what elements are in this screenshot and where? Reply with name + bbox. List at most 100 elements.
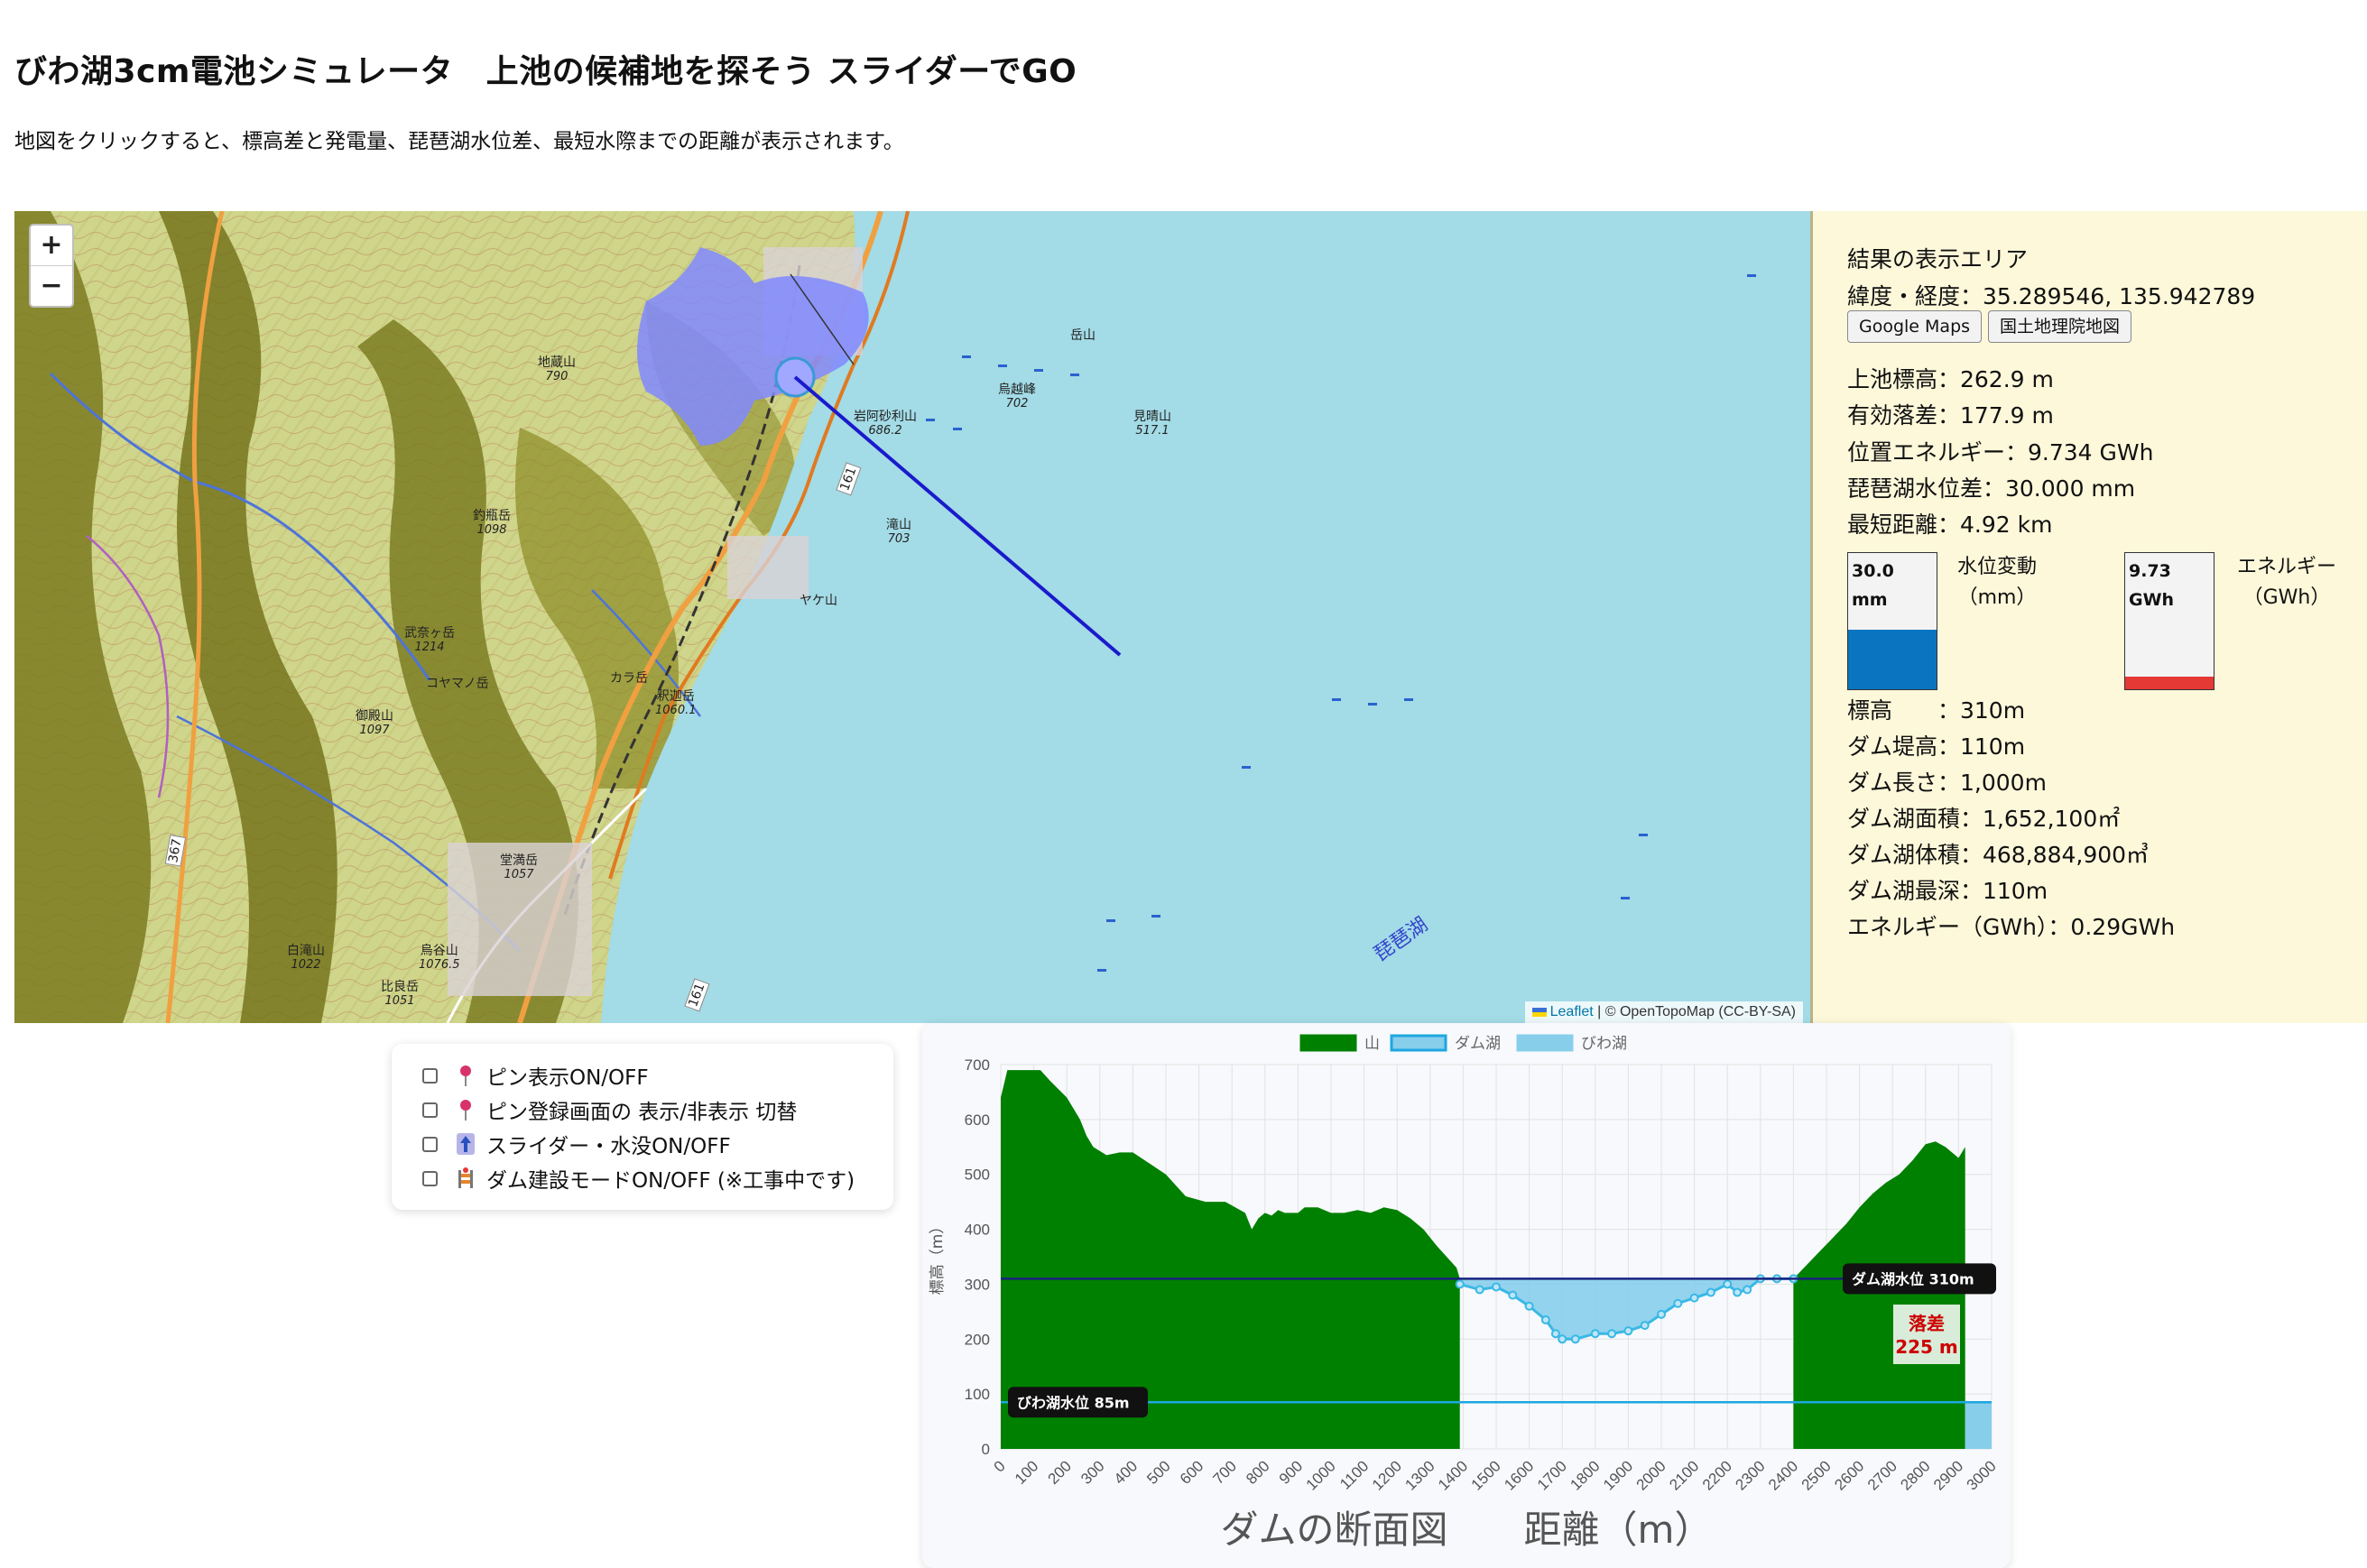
energy-gauge: 9.73 GWh <box>2124 552 2214 690</box>
shortest-distance: 最短距離：4.92 km <box>1847 512 2053 538</box>
x-tick-label: 2200 <box>1699 1457 1735 1493</box>
x-tick-label: 700 <box>1210 1457 1240 1487</box>
dam-lake-point <box>1706 1287 1715 1297</box>
pin-display-toggle[interactable]: ピン表示ON/OFF <box>422 1062 649 1090</box>
dam-build-label: ダム建設モードON/OFF (※工事中です) <box>486 1169 855 1193</box>
dam-lake-point <box>1673 1298 1683 1308</box>
latlng-readout: 緯度・経度：35.289546, 135.942789 <box>1847 283 2256 309</box>
x-tick-label: 100 <box>1012 1457 1041 1487</box>
topographic-map[interactable]: 161 161 367 地蔵山 790 岩阿砂利山 686.2 烏越峰 702 岳山 … <box>14 211 1810 1023</box>
lake-level-difference: 琵琶湖水位差：30.000 mm <box>1847 475 2136 502</box>
effective-head: 有効落差：177.9 m <box>1847 402 2054 429</box>
x-tick-label: 1800 <box>1567 1457 1603 1493</box>
x-tick-label: 300 <box>1077 1457 1107 1487</box>
zoom-control: + − <box>29 224 74 308</box>
attribution-text: | © OpenTopoMap (CC-BY-SA) <box>1593 1004 1796 1019</box>
x-tick-label: 0 <box>991 1457 1009 1475</box>
head-annotation-box <box>1893 1305 1960 1364</box>
dam-lake-point <box>1607 1329 1617 1339</box>
reservoir-area: ダム湖面積：1,652,100㎡ <box>1847 806 2121 832</box>
results-heading: 結果の表示エリア <box>1847 246 2029 272</box>
peak-label: 釣瓶岳 1098 <box>473 509 511 537</box>
peak-label: 岩阿砂利山 686.2 <box>854 410 917 438</box>
dam-elevation: 標高 ：310m <box>1847 697 2026 724</box>
x-tick-label: 600 <box>1177 1457 1207 1487</box>
legend-label: 山 <box>1364 1035 1380 1053</box>
x-tick-label: 2000 <box>1633 1457 1669 1493</box>
dam-lake-point <box>1508 1290 1518 1300</box>
pin-register-checkbox[interactable] <box>422 1102 438 1118</box>
peak-label: 釈迦岳 1060.1 <box>655 689 697 717</box>
leaflet-link[interactable]: Leaflet <box>1549 1004 1594 1019</box>
dam-lake-point <box>1590 1329 1600 1339</box>
water-level-gauge-value: 30.0 mm <box>1852 561 1894 610</box>
dam-lake-point <box>1623 1326 1633 1336</box>
pin-display-checkbox[interactable] <box>422 1067 438 1084</box>
peak-label: 御殿山 1097 <box>356 709 393 737</box>
legend-label: びわ湖 <box>1581 1035 1627 1053</box>
x-tick-label: 900 <box>1276 1457 1306 1487</box>
y-tick-label: 700 <box>965 1056 990 1074</box>
legend-swatch <box>1516 1034 1574 1052</box>
peak-label: ヤケ山 <box>800 594 837 608</box>
dam-height: ダム堤高：110m <box>1847 733 2026 760</box>
dam-water-level-annotation-text: ダム湖水位 310m <box>1852 1270 1974 1287</box>
legend-label: ダム湖 <box>1455 1035 1501 1053</box>
peak-label: 烏越峰 702 <box>998 383 1036 410</box>
series-area-dam-lake <box>1459 1278 1794 1340</box>
dam-lake-point <box>1550 1329 1560 1339</box>
peak-label: 岳山 <box>1070 328 1096 343</box>
slider-flood-toggle[interactable]: スライダー・水没ON/OFF <box>422 1130 731 1158</box>
series-area-mountain <box>1793 1141 1965 1449</box>
x-tick-label: 1400 <box>1435 1457 1471 1493</box>
y-axis-label: 標高（m） <box>929 1219 947 1296</box>
peak-label: カラ岳 <box>610 671 648 686</box>
map-terrain[interactable] <box>14 211 1810 1023</box>
dam-energy: エネルギー（GWh）：0.29GWh <box>1847 914 2176 940</box>
dam-water-level-annotation: ダム湖水位 310m <box>1843 1263 1996 1295</box>
dam-lake-point <box>1558 1334 1567 1344</box>
page-title: びわ湖3cm電池シミュレータ 上池の候補地を探そう スライダーでGO <box>14 53 1077 90</box>
dam-cross-section-chart: 0 100 200 300 400 500 600 700 0 100 200 300 400 500 60… <box>922 1023 2011 1568</box>
dam-lake-point <box>1657 1309 1666 1319</box>
series-area-mountain <box>1001 1070 1460 1449</box>
pin-register-toggle[interactable]: ピン登録画面の 表示/非表示 切替 <box>422 1096 797 1124</box>
series-area-biwa-lake <box>1965 1402 1992 1449</box>
head-annotation-label: 落差 <box>1909 1313 1945 1334</box>
peak-label: 堂満岳 1057 <box>500 853 538 881</box>
biwa-water-level-annotation-text: びわ湖水位 85m <box>1017 1394 1130 1411</box>
dam-lake-point <box>1640 1321 1650 1331</box>
dam-lake-point <box>1743 1285 1752 1295</box>
dam-water-level-annotation-box <box>1843 1263 1996 1295</box>
dam-lake-point <box>1570 1334 1580 1344</box>
dam-lake-point <box>1723 1279 1733 1289</box>
map-attribution: Leaflet | © OpenTopoMap (CC-BY-SA) <box>1524 1001 1803 1023</box>
peak-label: 比良岳 1051 <box>381 980 419 1008</box>
x-tick-label: 2100 <box>1666 1457 1702 1493</box>
potential-energy: 位置エネルギー：9.734 GWh <box>1847 439 2154 466</box>
zoom-out-button[interactable]: − <box>31 265 72 306</box>
x-tick-label: 1600 <box>1501 1457 1537 1493</box>
y-tick-label: 400 <box>965 1222 990 1239</box>
legend-swatch <box>1390 1034 1447 1052</box>
x-tick-label: 1700 <box>1534 1457 1570 1493</box>
google-maps-button[interactable]: Google Maps <box>1847 310 1983 343</box>
dam-lake-point <box>1492 1282 1501 1292</box>
dam-lake-point <box>1733 1287 1743 1297</box>
dam-build-toggle[interactable]: ダム建設モードON/OFF (※工事中です) <box>422 1165 855 1193</box>
water-level-gauge: 30.0 mm <box>1847 552 1937 690</box>
y-tick-label: 200 <box>965 1331 990 1348</box>
zoom-in-button[interactable]: + <box>40 229 63 261</box>
y-tick-label: 500 <box>965 1167 990 1184</box>
dam-build-checkbox[interactable] <box>422 1170 438 1186</box>
dam-lake-point <box>1475 1285 1484 1295</box>
slider-flood-checkbox[interactable] <box>422 1136 438 1152</box>
x-tick-label: 1100 <box>1336 1457 1372 1492</box>
y-tick-label: 0 <box>982 1441 990 1458</box>
peak-label: 白滝山 1022 <box>287 944 325 972</box>
gsi-map-button[interactable]: 国土地理院地図 <box>1988 310 2132 343</box>
pushpin-icon <box>460 1065 471 1086</box>
x-tick-label: 400 <box>1111 1457 1141 1487</box>
y-tick-label: 300 <box>965 1276 990 1293</box>
